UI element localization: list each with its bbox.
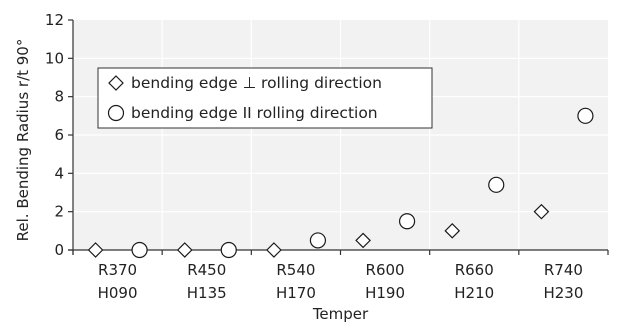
data-point-diamond	[533, 203, 550, 220]
legend-marker-circle	[107, 104, 125, 122]
data-point-circle	[488, 176, 505, 193]
x-tick-label-line1: R450	[187, 261, 226, 279]
x-tick-label-line1: R600	[366, 261, 405, 279]
x-axis-title: Temper	[312, 305, 369, 323]
axes	[68, 20, 608, 255]
x-axis-ticks: R370 H090 R450 H135 R540 H170 R600 H190 R660 H210…	[72, 250, 609, 302]
data-point-circle	[131, 241, 148, 259]
x-tick-label-line2: H190	[365, 284, 405, 302]
x-tick-label-line2: H090	[98, 284, 138, 302]
x-tick-label-line1: R660	[455, 261, 494, 279]
y-tick-label: 4	[54, 164, 64, 182]
legend: bending edge ⊥ rolling direction bending …	[97, 67, 433, 129]
data-point-diamond	[266, 242, 282, 258]
x-tick-label-line1: R540	[276, 261, 315, 279]
y-tick-label: 10	[45, 49, 64, 67]
y-tick-label: 12	[45, 11, 64, 29]
data-point-diamond	[87, 242, 104, 258]
y-tick-label: 8	[54, 88, 64, 106]
data-point-circle	[398, 213, 416, 230]
data-point-circle	[220, 241, 237, 259]
y-axis-ticks: 0 2 4 6 8 10 12	[45, 11, 73, 259]
x-tick-label-line2: H170	[276, 284, 316, 302]
x-tick-label-line2: H135	[187, 284, 227, 302]
x-tick-label-line2: H230	[543, 284, 583, 302]
grid	[73, 20, 608, 250]
data-point-circle	[309, 232, 327, 249]
x-tick-label-line1: R370	[98, 261, 137, 279]
y-tick-label: 6	[54, 126, 64, 144]
x-tick-label-line2: H210	[454, 284, 494, 302]
legend-label: bending edge II rolling direction	[131, 104, 378, 122]
data-point-diamond	[176, 242, 193, 258]
legend-box	[97, 67, 433, 129]
legend-label: bending edge ⊥ rolling direction	[131, 74, 382, 92]
x-tick-label-line1: R740	[544, 261, 583, 279]
y-tick-label: 2	[54, 203, 64, 221]
data-points	[87, 107, 594, 259]
legend-marker-diamond	[108, 75, 124, 91]
data-point-circle	[577, 107, 594, 124]
data-point-diamond	[355, 232, 371, 249]
y-tick-label: 0	[54, 241, 64, 259]
data-point-diamond	[444, 222, 461, 239]
y-axis-title: Rel. Bending Radius r/t 90°	[14, 39, 32, 242]
